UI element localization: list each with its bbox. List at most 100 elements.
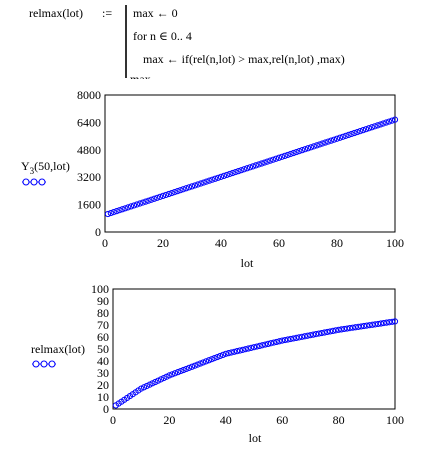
data-point xyxy=(168,189,175,197)
data-point xyxy=(232,168,239,176)
data-point xyxy=(194,361,201,368)
data-point xyxy=(166,372,173,379)
trace-legend-marker-1 xyxy=(22,178,46,186)
data-point xyxy=(183,185,190,192)
x-tick-label: 20 xyxy=(163,413,175,427)
data-point xyxy=(377,121,384,128)
data-point xyxy=(319,140,326,147)
data-point xyxy=(139,199,146,206)
data-point xyxy=(261,159,268,166)
data-point xyxy=(342,132,349,139)
data-point xyxy=(174,369,181,376)
data-point xyxy=(242,346,249,353)
data-point xyxy=(246,164,254,171)
data-point xyxy=(169,371,176,378)
y-tick-label: 20 xyxy=(97,378,109,392)
data-point xyxy=(371,123,378,130)
trace-legend-marker-2 xyxy=(32,360,56,368)
data-point xyxy=(202,358,210,365)
program-definition[interactable]: relmax(lot) := max ← 0 for n ∈ 0.. 4 max… xyxy=(29,5,345,86)
program-line-1: max ← 0 xyxy=(133,6,178,20)
data-point xyxy=(316,141,323,148)
data-point xyxy=(256,342,263,349)
data-point xyxy=(296,148,303,155)
data-point xyxy=(217,173,225,180)
data-point xyxy=(223,171,230,179)
y-tick-label: 0 xyxy=(103,402,109,416)
data-point xyxy=(287,150,294,158)
data-point xyxy=(351,129,358,137)
y-tick-label: 10 xyxy=(97,390,109,404)
trace-label-1-args: (50,lot) xyxy=(34,159,70,173)
x-tick-label: 100 xyxy=(386,413,404,427)
data-point xyxy=(236,347,243,354)
data-point xyxy=(270,156,277,163)
legend-marker xyxy=(38,178,46,186)
data-point xyxy=(357,127,364,135)
data-point xyxy=(333,135,341,142)
data-point xyxy=(307,332,314,339)
data-point xyxy=(304,145,312,152)
y-tick-labels-1: 0 1600 3200 4800 6400 8000 xyxy=(77,88,101,239)
data-point xyxy=(374,122,381,129)
data-point xyxy=(264,158,271,165)
data-point xyxy=(238,167,245,174)
data-point xyxy=(255,161,262,168)
x-axis-label-1: lot xyxy=(241,256,254,270)
y-tick-label: 30 xyxy=(97,366,109,380)
data-point xyxy=(362,126,370,133)
data-point xyxy=(278,153,285,160)
trace-label-1: Y3(50,lot) xyxy=(21,159,70,176)
data-point xyxy=(180,366,187,374)
data-point xyxy=(171,188,178,196)
data-point xyxy=(267,157,274,164)
data-point xyxy=(336,134,343,141)
data-point xyxy=(154,194,161,201)
data-point xyxy=(250,344,258,351)
data-point xyxy=(113,208,120,215)
x-tick-label: 0 xyxy=(110,413,116,427)
data-point xyxy=(130,202,138,209)
data-point xyxy=(365,125,372,132)
data-point xyxy=(248,344,255,351)
data-point xyxy=(191,362,198,369)
chart-y3[interactable]: 0 1600 3200 4800 6400 8000 0 20 40 60 80 100 lot Y… xyxy=(21,88,404,270)
data-point xyxy=(298,333,306,340)
data-point xyxy=(104,210,112,218)
data-point xyxy=(197,180,204,187)
data-point xyxy=(116,207,123,214)
data-point xyxy=(389,117,396,124)
data-point xyxy=(249,163,256,170)
data-point xyxy=(389,318,396,325)
data-point xyxy=(222,350,229,357)
y-tick-label: 6400 xyxy=(77,115,101,129)
data-point xyxy=(349,324,356,331)
data-point xyxy=(157,193,164,200)
data-point xyxy=(290,149,297,157)
data-point xyxy=(177,367,184,375)
data-point xyxy=(200,359,207,366)
data-point xyxy=(229,169,236,177)
data-point xyxy=(374,320,382,328)
data-point xyxy=(287,335,294,343)
data-point xyxy=(313,142,320,149)
data-point xyxy=(372,321,379,328)
y-tick-label: 90 xyxy=(97,294,109,308)
define-operator: := xyxy=(102,6,112,20)
data-point xyxy=(188,363,196,370)
data-point xyxy=(136,200,143,207)
data-point xyxy=(259,342,266,349)
data-point xyxy=(215,174,222,181)
data-point xyxy=(180,186,187,193)
data-point xyxy=(354,128,361,136)
data-point xyxy=(380,120,387,127)
data-point xyxy=(327,328,334,335)
data-point xyxy=(231,348,238,355)
x-tick-label: 100 xyxy=(386,236,404,250)
data-point xyxy=(322,139,329,146)
data-point xyxy=(318,329,325,337)
data-point xyxy=(262,341,269,348)
legend-marker xyxy=(30,178,38,186)
data-point xyxy=(267,340,275,347)
